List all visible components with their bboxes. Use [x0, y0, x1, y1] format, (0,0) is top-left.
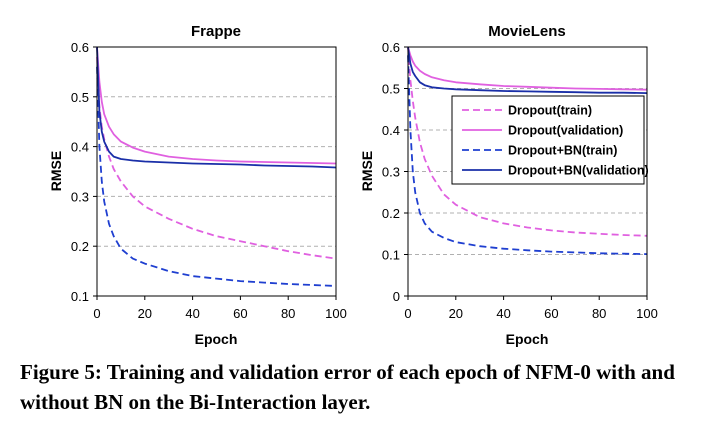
series-line-dropout-train-frappe — [96, 56, 337, 260]
legend-label-dropout-bn-validation: Dropout+BN(validation) — [508, 164, 649, 178]
series-line-dropout-bn-validation-movielens — [407, 46, 648, 94]
chart-title-frappe: Frappe — [191, 23, 241, 40]
series-line-dropout-bn-validation-frappe — [96, 46, 337, 169]
y-tick-label-movielens: 0.2 — [382, 206, 400, 221]
x-tick-label-frappe: 40 — [185, 306, 199, 321]
x-axis-label-frappe: Epoch — [195, 331, 238, 347]
y-tick-label-movielens: 0.4 — [382, 123, 400, 138]
x-tick-label-movielens: 60 — [544, 306, 558, 321]
series-line-dropout-train-movielens — [407, 46, 648, 237]
series-line-dropout-bn-train-frappe — [96, 66, 337, 287]
y-tick-label-frappe: 0.4 — [71, 140, 89, 155]
y-tick-label-frappe: 0.3 — [71, 189, 89, 204]
plot-area-frappe — [96, 46, 337, 297]
y-tick-label-movielens: 0.1 — [382, 248, 400, 263]
y-tick-label-movielens: 0 — [393, 289, 400, 304]
y-tick-label-movielens: 0.6 — [382, 40, 400, 55]
x-tick-label-movielens: 80 — [592, 306, 606, 321]
y-tick-label-frappe: 0.2 — [71, 239, 89, 254]
y-tick-label-frappe: 0.5 — [71, 90, 89, 105]
x-tick-label-frappe: 60 — [233, 306, 247, 321]
series-line-dropout-validation-movielens — [407, 46, 648, 91]
legend-label-dropout-validation: Dropout(validation) — [508, 124, 623, 138]
chart-movielens: MovieLens Epoch RMSE 0 0.1 0.2 0.3 0.4 0.5 0.6… — [359, 23, 658, 347]
y-axis-label-frappe: RMSE — [48, 151, 64, 191]
x-tick-label-frappe: 80 — [281, 306, 295, 321]
x-tick-label-movielens: 0 — [404, 306, 411, 321]
x-axis-label-movielens: Epoch — [506, 331, 549, 347]
y-tick-label-frappe: 0.1 — [71, 289, 89, 304]
series-line-dropout-bn-train-movielens — [407, 55, 648, 255]
y-tick-label-movielens: 0.5 — [382, 82, 400, 97]
x-tick-label-frappe: 0 — [93, 306, 100, 321]
figure-canvas: Frappe Epoch RMSE 0.1 0.2 0.3 0.4 0.5 0.6 0 20 4… — [48, 23, 658, 347]
x-tick-label-frappe: 100 — [325, 306, 347, 321]
plot-area-movielens — [407, 46, 648, 297]
chart-frappe: Frappe Epoch RMSE 0.1 0.2 0.3 0.4 0.5 0.6 0 20 4… — [48, 23, 347, 347]
x-tick-label-movielens: 40 — [496, 306, 510, 321]
legend-label-dropout-train: Dropout(train) — [508, 104, 592, 118]
y-axis-label-movielens: RMSE — [359, 151, 375, 191]
y-tick-label-movielens: 0.3 — [382, 165, 400, 180]
chart-title-movielens: MovieLens — [488, 23, 566, 40]
y-tick-label-frappe: 0.6 — [71, 40, 89, 55]
legend-label-dropout-bn-train: Dropout+BN(train) — [508, 144, 617, 158]
figure-caption: Figure 5: Training and validation error … — [20, 360, 675, 414]
x-tick-label-movielens: 100 — [636, 306, 658, 321]
x-tick-label-frappe: 20 — [138, 306, 152, 321]
x-tick-label-movielens: 20 — [449, 306, 463, 321]
series-line-dropout-validation-frappe — [96, 46, 337, 165]
